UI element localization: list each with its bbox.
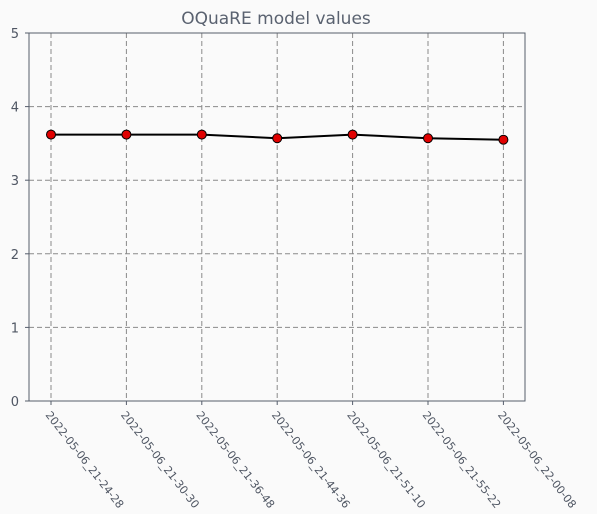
data-point bbox=[46, 129, 56, 140]
y-tick-label: 0 bbox=[11, 395, 19, 410]
x-tick-label: 2022-05-06_21-44-36 bbox=[269, 409, 353, 511]
data-point bbox=[196, 129, 207, 140]
x-tick-label: 2022-05-06_21-30-30 bbox=[118, 409, 202, 511]
y-tick-label: 2 bbox=[11, 248, 19, 263]
y-tick-label: 1 bbox=[11, 321, 19, 336]
data-point bbox=[121, 129, 132, 140]
data-point bbox=[347, 129, 358, 140]
axis-ticks: 2022-05-06_21-24-282022-05-06_21-30-3020… bbox=[11, 27, 579, 511]
x-tick-label: 2022-05-06_21-51-10 bbox=[344, 409, 428, 511]
x-tick-label: 2022-05-06_21-36-48 bbox=[193, 409, 277, 511]
y-tick-label: 4 bbox=[11, 101, 19, 116]
x-tick-label: 2022-05-06_21-24-28 bbox=[43, 409, 127, 511]
grid bbox=[29, 33, 525, 401]
chart-title: OQuaRE model values bbox=[181, 9, 371, 29]
data-point bbox=[498, 134, 509, 145]
data-point bbox=[423, 133, 433, 144]
data-point bbox=[272, 133, 283, 144]
series-group bbox=[46, 129, 509, 145]
y-tick-label: 5 bbox=[11, 27, 19, 42]
x-tick-label: 2022-05-06_21-55-22 bbox=[420, 409, 504, 511]
x-tick-label: 2022-05-06_22-00-08 bbox=[495, 409, 579, 511]
y-tick-label: 3 bbox=[11, 174, 19, 189]
